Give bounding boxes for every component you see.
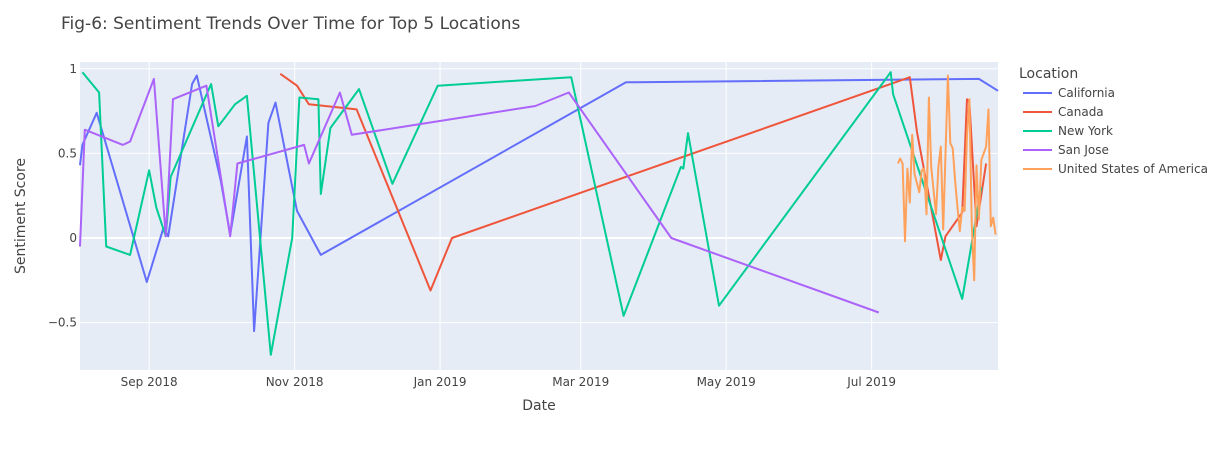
y-tick-label: −0.5 <box>48 316 77 330</box>
series-line-new-york <box>81 71 983 356</box>
x-tick-label: Jan 2019 <box>413 375 467 389</box>
x-axis-ticks: Sep 2018 Nov 2018 Jan 2019 Mar 2019 May 2019… <box>121 375 896 389</box>
x-tick-label: Mar 2019 <box>552 375 609 389</box>
legend-label[interactable]: United States of America <box>1058 162 1208 176</box>
grid-lines <box>80 62 998 370</box>
x-axis-title: Date <box>522 398 555 414</box>
series-lines <box>79 71 999 356</box>
legend-label[interactable]: Canada <box>1058 105 1104 119</box>
x-tick-label: Sep 2018 <box>121 375 178 389</box>
plot-area <box>80 62 998 370</box>
x-tick-label: Nov 2018 <box>266 375 324 389</box>
legend-label[interactable]: New York <box>1058 124 1113 138</box>
y-axis-ticks: −0.5 0 0.5 1 <box>48 62 77 330</box>
series-line-san-jose <box>79 77 880 314</box>
y-axis-title: Sentiment Score <box>13 158 29 274</box>
series-line-united-states-of-america <box>896 74 997 282</box>
chart-title: Fig-6: Sentiment Trends Over Time for To… <box>61 14 520 34</box>
legend-label[interactable]: California <box>1058 86 1115 100</box>
x-tick-label: Jul 2019 <box>846 375 896 389</box>
legend-label[interactable]: San Jose <box>1058 143 1109 157</box>
x-tick-label: May 2019 <box>697 375 756 389</box>
legend: Location California Canada New York San Jos… <box>1019 66 1208 176</box>
y-tick-label: 1 <box>69 62 77 76</box>
y-tick-label: 0.5 <box>58 146 77 160</box>
legend-title: Location <box>1019 66 1078 82</box>
y-tick-label: 0 <box>69 231 77 245</box>
